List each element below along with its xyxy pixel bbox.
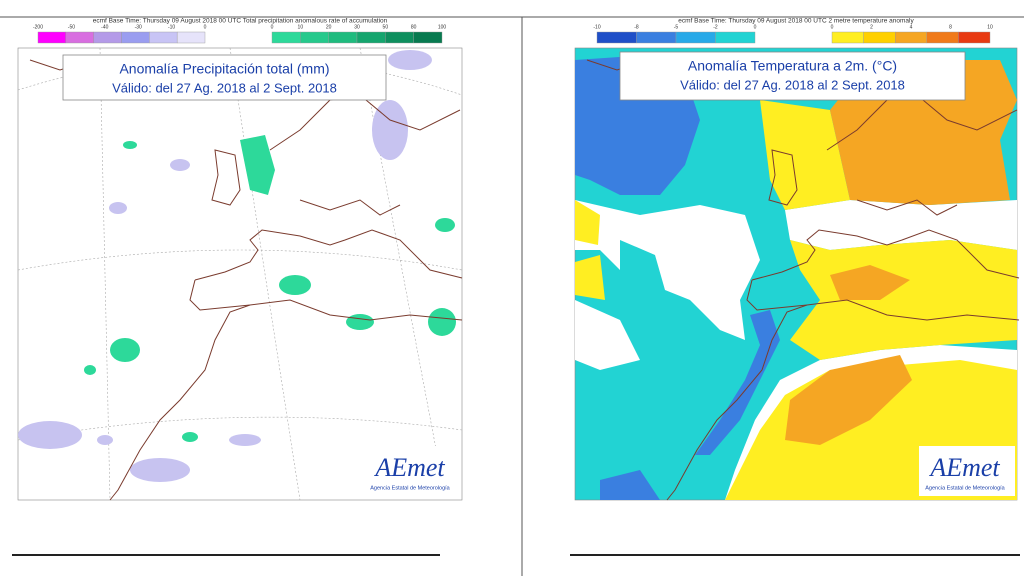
- colorbar-label: -2: [713, 24, 718, 30]
- logo: AEmet: [928, 453, 1000, 482]
- colorbar-negative: [149, 31, 178, 44]
- colorbar-positive: [271, 31, 301, 44]
- colorbar-label: -8: [634, 24, 639, 30]
- title-box: [619, 51, 966, 101]
- temperature-map: [574, 47, 1020, 501]
- colorbar-positive: [831, 31, 864, 44]
- colorbar-label: 0: [754, 24, 757, 30]
- colorbar-negative: [121, 31, 150, 44]
- map-subtitle: Válido: del 27 Ag. 2018 al 2 Sept. 2018: [680, 77, 905, 92]
- colorbar-negative: [675, 31, 716, 44]
- map-title: Anomalía Precipitación total (mm): [119, 61, 329, 77]
- colorbar-negative: [596, 31, 637, 44]
- colorbar-negative: [37, 31, 67, 44]
- colorbar-positive: [413, 31, 443, 44]
- colorbar-label: 30: [354, 24, 360, 30]
- colorbar-negative: [715, 31, 756, 44]
- colorbar-label: 2: [870, 24, 873, 30]
- logo: AEmet: [373, 453, 445, 482]
- colorbar-positive: [895, 31, 928, 44]
- colorbar-label: 10: [987, 24, 993, 30]
- colorbar-negative: [176, 31, 206, 44]
- colorbar-label: 4: [910, 24, 913, 30]
- colorbar-positive: [926, 31, 959, 44]
- colorbar-negative: [93, 31, 122, 44]
- precip-map: [17, 47, 463, 501]
- logo-box: [364, 446, 460, 496]
- colorbar-label: 20: [326, 24, 332, 30]
- colorbar-negative: [65, 31, 94, 44]
- logo-caption: Agencia Estatal de Meteorología: [925, 485, 1005, 491]
- colorbar-label: -200: [33, 24, 43, 30]
- colorbar-positive: [300, 31, 329, 44]
- colorbar-label: 100: [438, 24, 447, 30]
- colorbar-label: 10: [298, 24, 304, 30]
- colorbar-label: -10: [593, 24, 600, 30]
- colorbar-label: 0: [271, 24, 274, 30]
- title-box: [62, 54, 387, 101]
- logo-box: [919, 446, 1015, 496]
- map-title: Anomalía Temperatura a 2m. (°C): [688, 58, 897, 74]
- logo-caption: Agencia Estatal de Meteorología: [370, 485, 450, 491]
- colorbar-label: 0: [204, 24, 207, 30]
- colorbar-label: -50: [68, 24, 75, 30]
- colorbar-label: -40: [101, 24, 108, 30]
- colorbar-label: -10: [168, 24, 175, 30]
- colorbar-positive: [356, 31, 386, 44]
- colorbar-label: -30: [135, 24, 142, 30]
- colorbar-label: 0: [831, 24, 834, 30]
- colorbar-label: 80: [411, 24, 417, 30]
- map-subtitle: Válido: del 27 Ag. 2018 al 2 Sept. 2018: [112, 80, 337, 95]
- colorbar-positive: [863, 31, 896, 44]
- colorbar-positive: [385, 31, 414, 44]
- colorbar-positive: [328, 31, 358, 44]
- colorbar-positive: [958, 31, 991, 44]
- colorbar-label: 50: [383, 24, 389, 30]
- colorbar-label: -5: [674, 24, 679, 30]
- colorbar-negative: [636, 31, 677, 44]
- header: ecmf Base Time: Thursday 09 August 2018 …: [678, 18, 914, 25]
- colorbar-label: 8: [949, 24, 952, 30]
- header: ecmf Base Time: Thursday 09 August 2018 …: [93, 18, 388, 25]
